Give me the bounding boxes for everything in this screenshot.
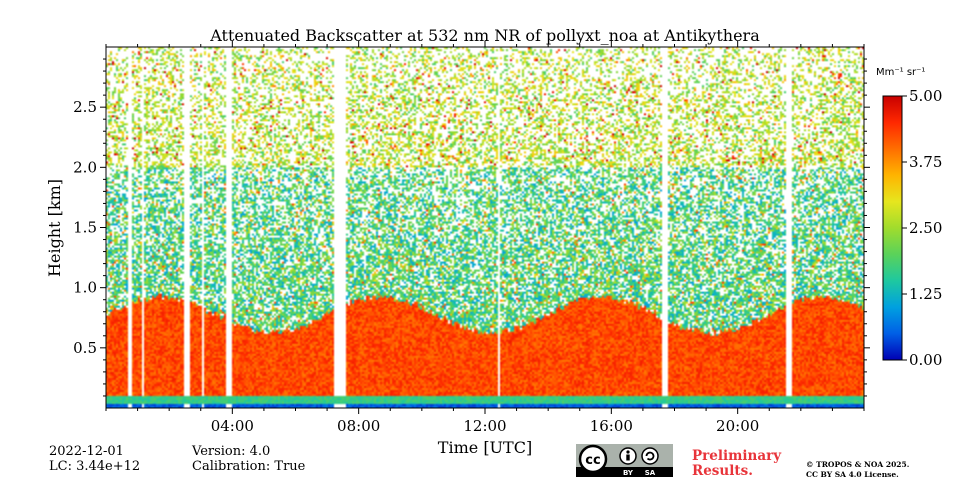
backscatter-heatmap xyxy=(106,47,864,408)
svg-text:SA: SA xyxy=(645,469,656,477)
x-axis-title: Time [UTC] xyxy=(438,438,532,457)
preliminary-line-2: Results. xyxy=(692,463,753,479)
x-tick-label: 16:00 xyxy=(590,417,633,435)
info-date: 2022-12-01 xyxy=(49,444,124,459)
y-tick-label: 2.5 xyxy=(73,98,97,116)
colorbar-tick-label: 3.75 xyxy=(909,153,942,171)
info-version: Version: 4.0 xyxy=(192,444,271,459)
y-tick-label: 1.5 xyxy=(73,219,97,237)
preliminary-note: Preliminary Results. xyxy=(692,449,781,479)
y-tick-label: 0.5 xyxy=(73,339,97,357)
x-tick-label: 08:00 xyxy=(337,417,380,435)
y-axis-title: Height [km] xyxy=(45,179,64,277)
svg-text:cc: cc xyxy=(585,453,600,468)
colorbar-tick-label: 1.25 xyxy=(909,285,942,303)
info-lc: LC: 3.44e+12 xyxy=(49,459,141,474)
svg-text:BY: BY xyxy=(623,469,634,477)
copyright-line-2: CC BY SA 4.0 License. xyxy=(806,470,899,479)
colorbar-unit: Mm⁻¹ sr⁻¹ xyxy=(876,67,925,78)
chart-title: Attenuated Backscatter at 532 nm NR of p… xyxy=(209,26,760,45)
y-tick-label: 1.0 xyxy=(73,279,97,297)
colorbar-tick-label: 5.00 xyxy=(909,87,942,105)
cc-by-sa-badge-icon: cc BY SA xyxy=(576,444,673,477)
colorbar-tick-label: 2.50 xyxy=(909,219,942,237)
x-tick-label: 12:00 xyxy=(463,417,506,435)
info-calibration: Calibration: True xyxy=(192,459,306,474)
copyright-note: © TROPOS & NOA 2025. CC BY SA 4.0 Licens… xyxy=(806,460,909,480)
colorbar-tick-label: 0.00 xyxy=(909,351,942,369)
colorbar-ticks: 0.00 1.25 2.50 3.75 5.00 xyxy=(902,87,942,369)
preliminary-line-1: Preliminary xyxy=(692,448,782,464)
colorbar xyxy=(882,95,903,361)
y-tick-label: 2.0 xyxy=(73,158,97,176)
x-tick-label: 20:00 xyxy=(716,417,759,435)
plot-frame xyxy=(105,46,865,409)
copyright-line-1: © TROPOS & NOA 2025. xyxy=(806,460,910,469)
x-tick-label: 04:00 xyxy=(211,417,254,435)
